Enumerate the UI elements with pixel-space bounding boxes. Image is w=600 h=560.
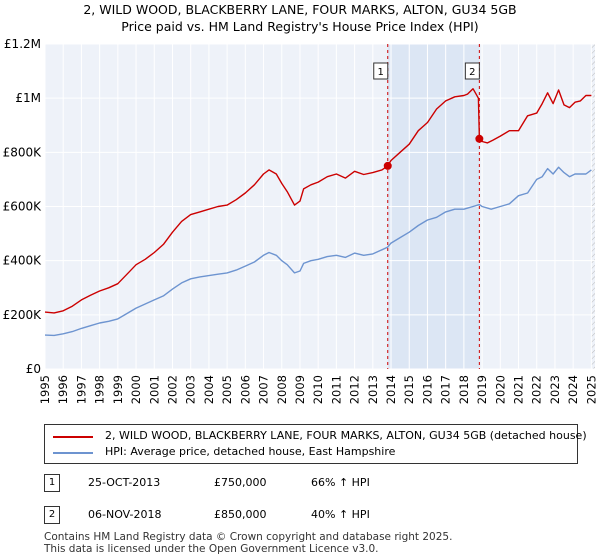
x-tick-label: 2007	[257, 375, 271, 404]
sale-badge-box	[464, 62, 480, 80]
x-tick-label: 2015	[402, 375, 416, 404]
x-tick-label: 2001	[147, 375, 161, 404]
sale-badge-label: 1	[378, 67, 384, 78]
x-tick-label: 2002	[165, 375, 179, 404]
transaction-hpi-change: 66% ↑ HPI	[311, 476, 370, 489]
y-tick-label: £400K	[3, 254, 43, 268]
x-tick-label: 1998	[93, 375, 107, 404]
x-tick-label: 2019	[475, 375, 489, 404]
x-tick-label: 2014	[384, 375, 398, 404]
legend-label-hpi: HPI: Average price, detached house, East…	[105, 445, 396, 458]
chart-legend: 2, WILD WOOD, BLACKBERRY LANE, FOUR MARK…	[44, 424, 587, 464]
footer-license: This data is licensed under the Open Gov…	[44, 543, 379, 555]
legend-label-property: 2, WILD WOOD, BLACKBERRY LANE, FOUR MARK…	[105, 429, 587, 442]
x-tick-label: 2024	[566, 375, 580, 404]
x-tick-label: 2005	[220, 375, 234, 404]
x-tick-label: 2025	[584, 375, 598, 404]
x-tick-label: 2017	[439, 375, 453, 404]
sale-point	[475, 134, 484, 143]
x-tick-label: 2000	[129, 375, 143, 404]
transaction-date: 25-OCT-2013	[88, 476, 161, 489]
x-tick-label: 2022	[530, 375, 544, 404]
x-tick-label: 2004	[202, 375, 216, 404]
footer-copyright: Contains HM Land Registry data © Crown c…	[44, 531, 453, 543]
y-tick-label: £600K	[3, 200, 43, 214]
transaction-badge: 2	[44, 506, 60, 524]
legend-swatch-hpi	[53, 452, 93, 454]
sale-badge-box	[373, 62, 389, 80]
x-tick-label: 1995	[38, 375, 52, 404]
x-tick-label: 2016	[420, 375, 434, 404]
chart-title: 2, WILD WOOD, BLACKBERRY LANE, FOUR MARK…	[83, 2, 517, 17]
x-tick-label: 2011	[329, 375, 343, 404]
sale-badge-label: 2	[469, 67, 475, 78]
chart-subtitle: Price paid vs. HM Land Registry's House …	[121, 19, 479, 34]
x-tick-label: 2008	[275, 375, 289, 404]
transaction-hpi-change: 40% ↑ HPI	[311, 508, 370, 521]
x-tick-label: 2023	[548, 375, 562, 404]
y-tick-label: £1M	[15, 91, 41, 105]
sale-point	[383, 161, 392, 170]
series-line-hpi	[44, 166, 592, 337]
x-tick-label: 1997	[74, 375, 88, 404]
transaction-badge: 1	[44, 474, 60, 492]
x-tick-label: 2009	[293, 375, 307, 404]
x-tick-label: 2018	[457, 375, 471, 404]
x-tick-label: 2020	[493, 375, 507, 404]
x-tick-label: 2013	[366, 375, 380, 404]
transaction-price: £850,000	[214, 508, 267, 521]
y-tick-label: £0	[26, 362, 41, 376]
x-tick-label: 2006	[238, 375, 252, 404]
x-tick-label: 2003	[184, 375, 198, 404]
x-tick-label: 2010	[311, 375, 325, 404]
transaction-price: £750,000	[214, 476, 267, 489]
transaction-date: 06-NOV-2018	[88, 508, 162, 521]
y-tick-label: £800K	[3, 145, 43, 159]
x-tick-label: 1999	[111, 375, 125, 404]
price-chart: 1 2 £0 £200K £400K £600K £800K £1M £1.2M 1995 1996…	[3, 37, 599, 404]
series-line-property	[44, 87, 592, 314]
y-tick-label: £1.2M	[4, 37, 41, 51]
x-tick-label: 1996	[56, 375, 70, 404]
x-tick-label: 2012	[348, 375, 362, 404]
x-tick-label: 2021	[512, 375, 526, 404]
y-tick-label: £200K	[3, 308, 43, 322]
legend-swatch-property	[53, 436, 93, 438]
